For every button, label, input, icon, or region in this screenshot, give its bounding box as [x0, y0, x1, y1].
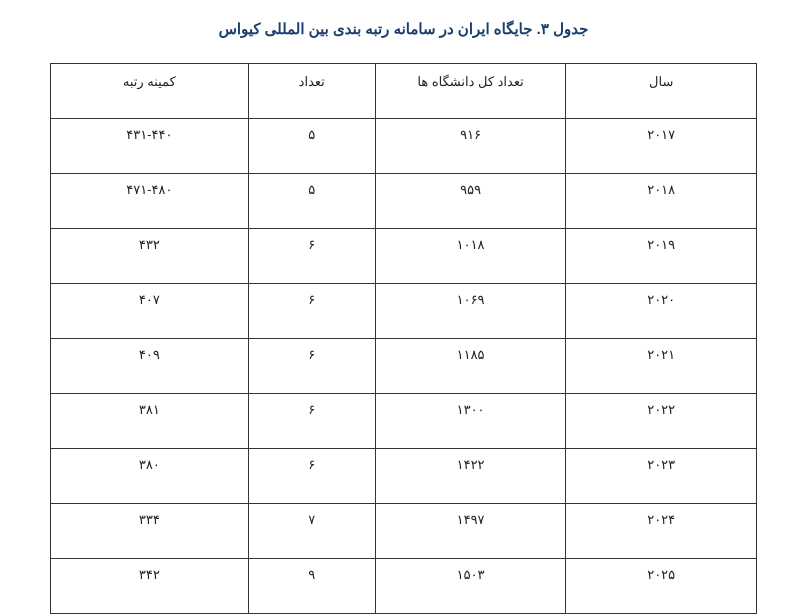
cell-minrank: ۳۴۲ — [51, 559, 249, 614]
header-row: سال تعداد کل دانشگاه ها تعداد کمینه رتبه — [51, 64, 757, 119]
header-total: تعداد کل دانشگاه ها — [375, 64, 566, 119]
cell-minrank: ۳۳۴ — [51, 504, 249, 559]
table-row: ۲۰۱۹ ۱۰۱۸ ۶ ۴۳۲ — [51, 229, 757, 284]
table-row: ۲۰۲۲ ۱۳۰۰ ۶ ۳۸۱ — [51, 394, 757, 449]
cell-total: ۹۱۶ — [375, 119, 566, 174]
cell-total: ۱۰۱۸ — [375, 229, 566, 284]
cell-minrank: ۴۳۱-۴۴۰ — [51, 119, 249, 174]
header-count: تعداد — [248, 64, 375, 119]
header-year: سال — [566, 64, 757, 119]
table-row: ۲۰۲۰ ۱۰۶۹ ۶ ۴۰۷ — [51, 284, 757, 339]
cell-total: ۱۴۹۷ — [375, 504, 566, 559]
cell-minrank: ۳۸۰ — [51, 449, 249, 504]
cell-year: ۲۰۲۱ — [566, 339, 757, 394]
cell-count: ۶ — [248, 449, 375, 504]
cell-year: ۲۰۱۹ — [566, 229, 757, 284]
cell-year: ۲۰۲۲ — [566, 394, 757, 449]
cell-count: ۶ — [248, 394, 375, 449]
cell-count: ۷ — [248, 504, 375, 559]
cell-count: ۵ — [248, 119, 375, 174]
cell-minrank: ۴۰۷ — [51, 284, 249, 339]
cell-minrank: ۴۷۱-۴۸۰ — [51, 174, 249, 229]
cell-count: ۶ — [248, 284, 375, 339]
cell-total: ۱۵۰۳ — [375, 559, 566, 614]
cell-total: ۱۰۶۹ — [375, 284, 566, 339]
cell-count: ۶ — [248, 229, 375, 284]
header-minrank: کمینه رتبه — [51, 64, 249, 119]
table-row: ۲۰۲۴ ۱۴۹۷ ۷ ۳۳۴ — [51, 504, 757, 559]
cell-total: ۱۳۰۰ — [375, 394, 566, 449]
cell-year: ۲۰۲۳ — [566, 449, 757, 504]
table-row: ۲۰۱۷ ۹۱۶ ۵ ۴۳۱-۴۴۰ — [51, 119, 757, 174]
cell-year: ۲۰۱۷ — [566, 119, 757, 174]
table-row: ۲۰۲۱ ۱۱۸۵ ۶ ۴۰۹ — [51, 339, 757, 394]
cell-minrank: ۴۳۲ — [51, 229, 249, 284]
cell-total: ۹۵۹ — [375, 174, 566, 229]
cell-minrank: ۴۰۹ — [51, 339, 249, 394]
table-row: ۲۰۲۳ ۱۴۲۲ ۶ ۳۸۰ — [51, 449, 757, 504]
cell-count: ۵ — [248, 174, 375, 229]
cell-year: ۲۰۲۴ — [566, 504, 757, 559]
table-row: ۲۰۲۵ ۱۵۰۳ ۹ ۳۴۲ — [51, 559, 757, 614]
cell-total: ۱۱۸۵ — [375, 339, 566, 394]
table-title: جدول ۳. جایگاه ایران در سامانه رتبه بندی… — [50, 20, 757, 38]
cell-year: ۲۰۲۰ — [566, 284, 757, 339]
cell-minrank: ۳۸۱ — [51, 394, 249, 449]
cell-year: ۲۰۲۵ — [566, 559, 757, 614]
table-row: ۲۰۱۸ ۹۵۹ ۵ ۴۷۱-۴۸۰ — [51, 174, 757, 229]
cell-count: ۶ — [248, 339, 375, 394]
table-body: ۲۰۱۷ ۹۱۶ ۵ ۴۳۱-۴۴۰ ۲۰۱۸ ۹۵۹ ۵ ۴۷۱-۴۸۰ ۲۰… — [51, 119, 757, 614]
cell-year: ۲۰۱۸ — [566, 174, 757, 229]
cell-total: ۱۴۲۲ — [375, 449, 566, 504]
data-table: سال تعداد کل دانشگاه ها تعداد کمینه رتبه… — [50, 63, 757, 614]
cell-count: ۹ — [248, 559, 375, 614]
